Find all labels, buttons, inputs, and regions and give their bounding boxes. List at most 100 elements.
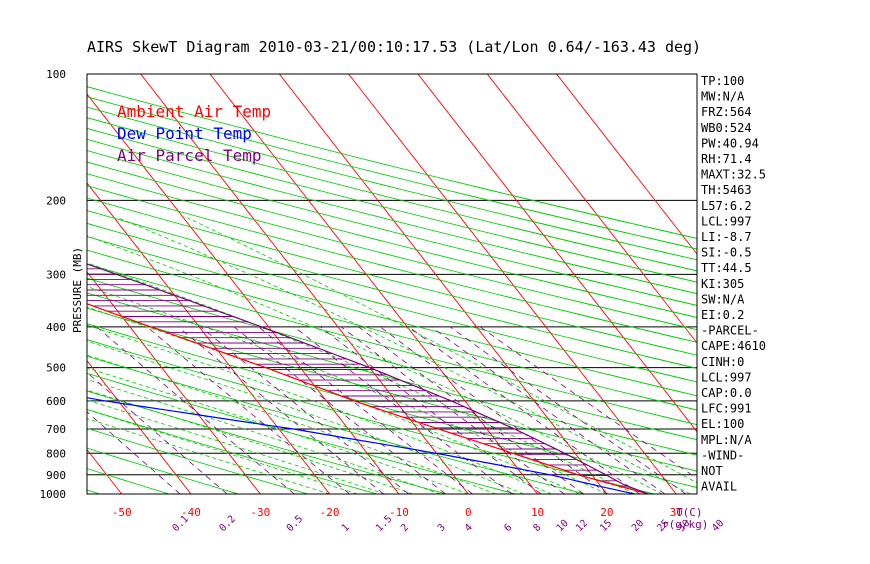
dry-adiabat-line xyxy=(87,185,697,343)
mixing-ratio-line xyxy=(358,326,584,494)
mixing-ratio-tick-label: 15 xyxy=(598,518,614,534)
legend-entry: Ambient Air Temp xyxy=(117,102,271,121)
moist-adiabat-line xyxy=(87,354,497,494)
pressure-tick-label: 300 xyxy=(46,268,66,281)
index-line: EL:100 xyxy=(701,417,744,431)
dry-adiabat-line xyxy=(87,173,697,331)
mixing-ratio-tick-label: 10 xyxy=(555,518,571,534)
index-line: L57:6.2 xyxy=(701,199,752,213)
isotherm-line xyxy=(209,74,538,494)
mixing-ratio-tick-label: 6 xyxy=(502,522,514,534)
pressure-tick-label: 900 xyxy=(46,469,66,482)
mixing-ratio-tick-label: 8 xyxy=(531,522,543,534)
index-line: MAXT:32.5 xyxy=(701,168,766,182)
dry-adiabat-line xyxy=(87,96,697,250)
mixing-ratio-unit-label: r(g/kg) xyxy=(662,518,708,531)
bottom-temp-tick-label: 0 xyxy=(465,506,472,519)
isotherm-line xyxy=(348,74,677,494)
dry-adiabat-line xyxy=(87,138,697,295)
isotherm-line xyxy=(87,93,400,494)
mixing-ratio-tick-label: 20 xyxy=(630,518,646,534)
mixing-ratio-line xyxy=(146,326,350,494)
pressure-tick-label: 1000 xyxy=(40,488,67,501)
mixing-ratio-tick-label: 0.5 xyxy=(285,514,306,535)
moist-adiabat-line xyxy=(87,379,441,494)
pressure-tick-label: 600 xyxy=(46,395,66,408)
pressure-tick-label: 500 xyxy=(46,362,66,375)
index-line: RH:71.4 xyxy=(701,152,752,166)
index-line: -PARCEL- xyxy=(701,324,759,338)
mixing-ratio-tick-label: 12 xyxy=(574,518,590,534)
isotherm-line xyxy=(486,74,697,344)
dry-adiabat-line xyxy=(87,236,697,397)
index-line: CAP:0.0 xyxy=(701,386,752,400)
mixing-ratio-line xyxy=(408,326,640,494)
pressure-tick-label: 800 xyxy=(46,447,66,460)
index-line: TP:100 xyxy=(701,74,744,88)
legend-entry: Dew Point Temp xyxy=(117,124,252,143)
moist-adiabat-line xyxy=(87,389,413,494)
dry-adiabat-line xyxy=(87,355,586,494)
x-axis-unit-label: T(C) xyxy=(676,506,703,519)
dry-adiabat-line xyxy=(87,117,697,272)
moist-adiabat-line xyxy=(87,286,608,494)
bottom-temp-tick-label: 10 xyxy=(531,506,544,519)
bottom-temp-tick-label: 20 xyxy=(600,506,613,519)
dry-adiabat-line xyxy=(87,210,697,369)
mixing-ratio-line xyxy=(480,326,697,480)
series-line-air-parcel-temp xyxy=(87,263,649,494)
series-line-dew-point-temp xyxy=(87,397,635,494)
bottom-temp-tick-label: 30 xyxy=(670,506,683,519)
dry-adiabat-line xyxy=(87,292,697,456)
dry-adiabat-line xyxy=(87,408,378,494)
isotherm-line xyxy=(556,74,697,255)
index-line: LI:-8.7 xyxy=(701,230,752,244)
bottom-temp-tick-label: -50 xyxy=(112,506,132,519)
dry-adiabat-line xyxy=(87,390,447,494)
pressure-tick-label: 700 xyxy=(46,423,66,436)
index-line: SW:N/A xyxy=(701,292,745,306)
mixing-ratio-line xyxy=(379,326,608,494)
bottom-temp-tick-label: -20 xyxy=(320,506,340,519)
isotherm-line xyxy=(0,74,52,494)
dry-adiabat-line xyxy=(87,127,697,283)
dry-adiabat-line xyxy=(87,197,697,356)
mixing-ratio-line xyxy=(258,326,473,494)
mixing-ratio-tick-label: 3 xyxy=(436,522,448,534)
y-axis-label: PRESSURE (MB) xyxy=(71,247,84,333)
isotherm-line xyxy=(87,271,261,494)
chart-title: AIRS SkewT Diagram 2010-03-21/00:10:17.5… xyxy=(87,38,701,56)
moist-adiabat-line xyxy=(87,262,635,494)
bottom-temp-tick-label: -40 xyxy=(181,506,201,519)
index-line: EI:0.2 xyxy=(701,308,744,322)
isotherm-line xyxy=(87,182,330,494)
mixing-ratio-line xyxy=(449,326,687,494)
dry-adiabat-line xyxy=(87,263,697,426)
moist-adiabat-line xyxy=(87,324,552,494)
legend-entry: Air Parcel Temp xyxy=(117,146,262,165)
index-line: TH:5463 xyxy=(701,183,752,197)
pressure-tick-label: 400 xyxy=(46,321,66,334)
pressure-tick-label: 100 xyxy=(46,68,66,81)
index-line: CINH:0 xyxy=(701,355,744,369)
index-line: NOT xyxy=(701,464,723,478)
index-line: FRZ:564 xyxy=(701,105,752,119)
mixing-ratio-line xyxy=(233,326,446,494)
series-line-ambient-air-temp xyxy=(87,303,649,494)
mixing-ratio-tick-label: 2 xyxy=(399,522,411,534)
index-line: CAPE:4610 xyxy=(701,339,766,353)
dry-adiabat-line xyxy=(87,323,697,488)
index-line: TT:44.5 xyxy=(701,261,752,275)
dry-adiabat-line xyxy=(87,277,697,441)
dry-adiabat-line xyxy=(87,150,697,306)
mixing-ratio-tick-label: 0.2 xyxy=(217,514,238,535)
mixing-ratio-line xyxy=(177,326,384,494)
dry-adiabat-line xyxy=(87,161,697,318)
moist-adiabat-line xyxy=(87,367,469,494)
mixing-ratio-line xyxy=(431,326,666,494)
index-line: -WIND- xyxy=(701,448,744,462)
index-line: AVAIL xyxy=(701,480,737,494)
index-line: SI:-0.5 xyxy=(701,246,752,260)
